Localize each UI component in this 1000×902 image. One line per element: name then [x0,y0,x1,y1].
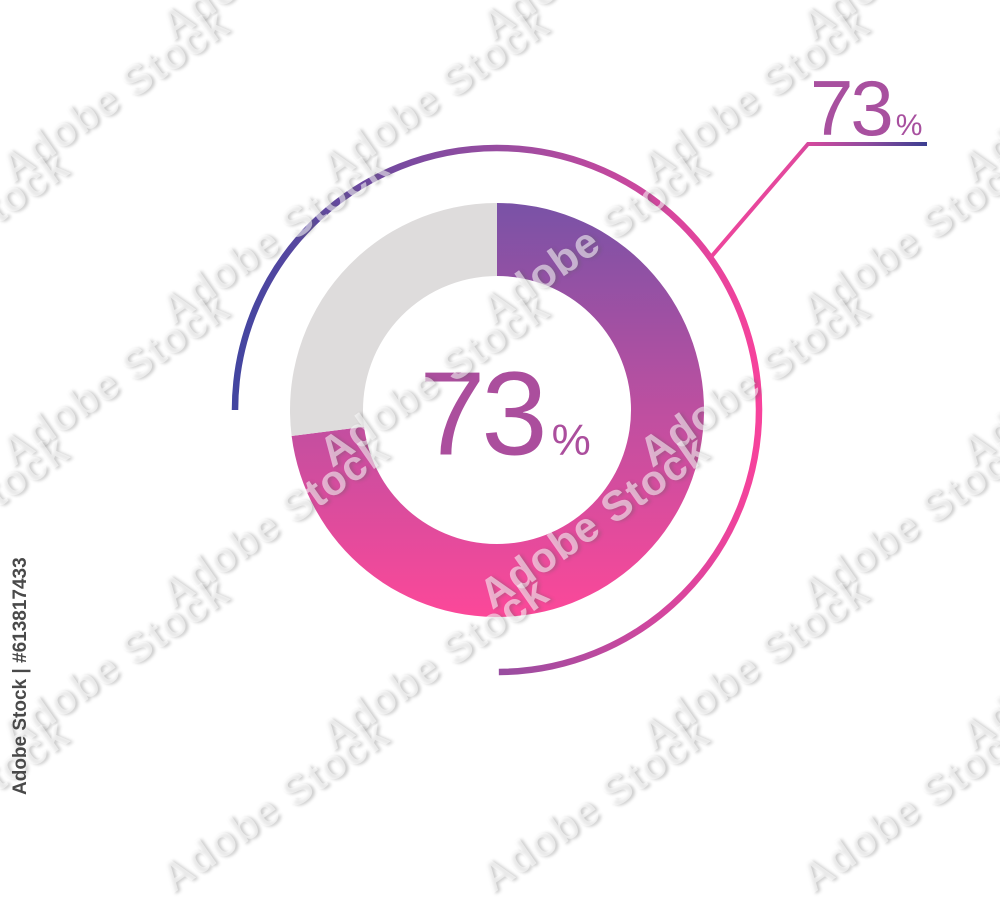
outer-accent-arc [231,144,763,676]
donut-segment-filled [291,203,704,618]
callout-line [708,142,927,260]
donut-chart [231,142,927,676]
donut-segment-remainder [289,203,497,436]
callout-percent-sign-icon: % [895,109,923,142]
center-percentage-value: 73 [419,347,547,481]
stock-credit-watermark: Adobe Stock | #613817433 [10,557,31,795]
center-percent-sign-icon: % [551,415,591,465]
callout-percentage-value: 73 [810,64,894,152]
center-percentage-label: 73 % [419,355,591,474]
callout-percentage-label: 73 % [810,69,922,147]
